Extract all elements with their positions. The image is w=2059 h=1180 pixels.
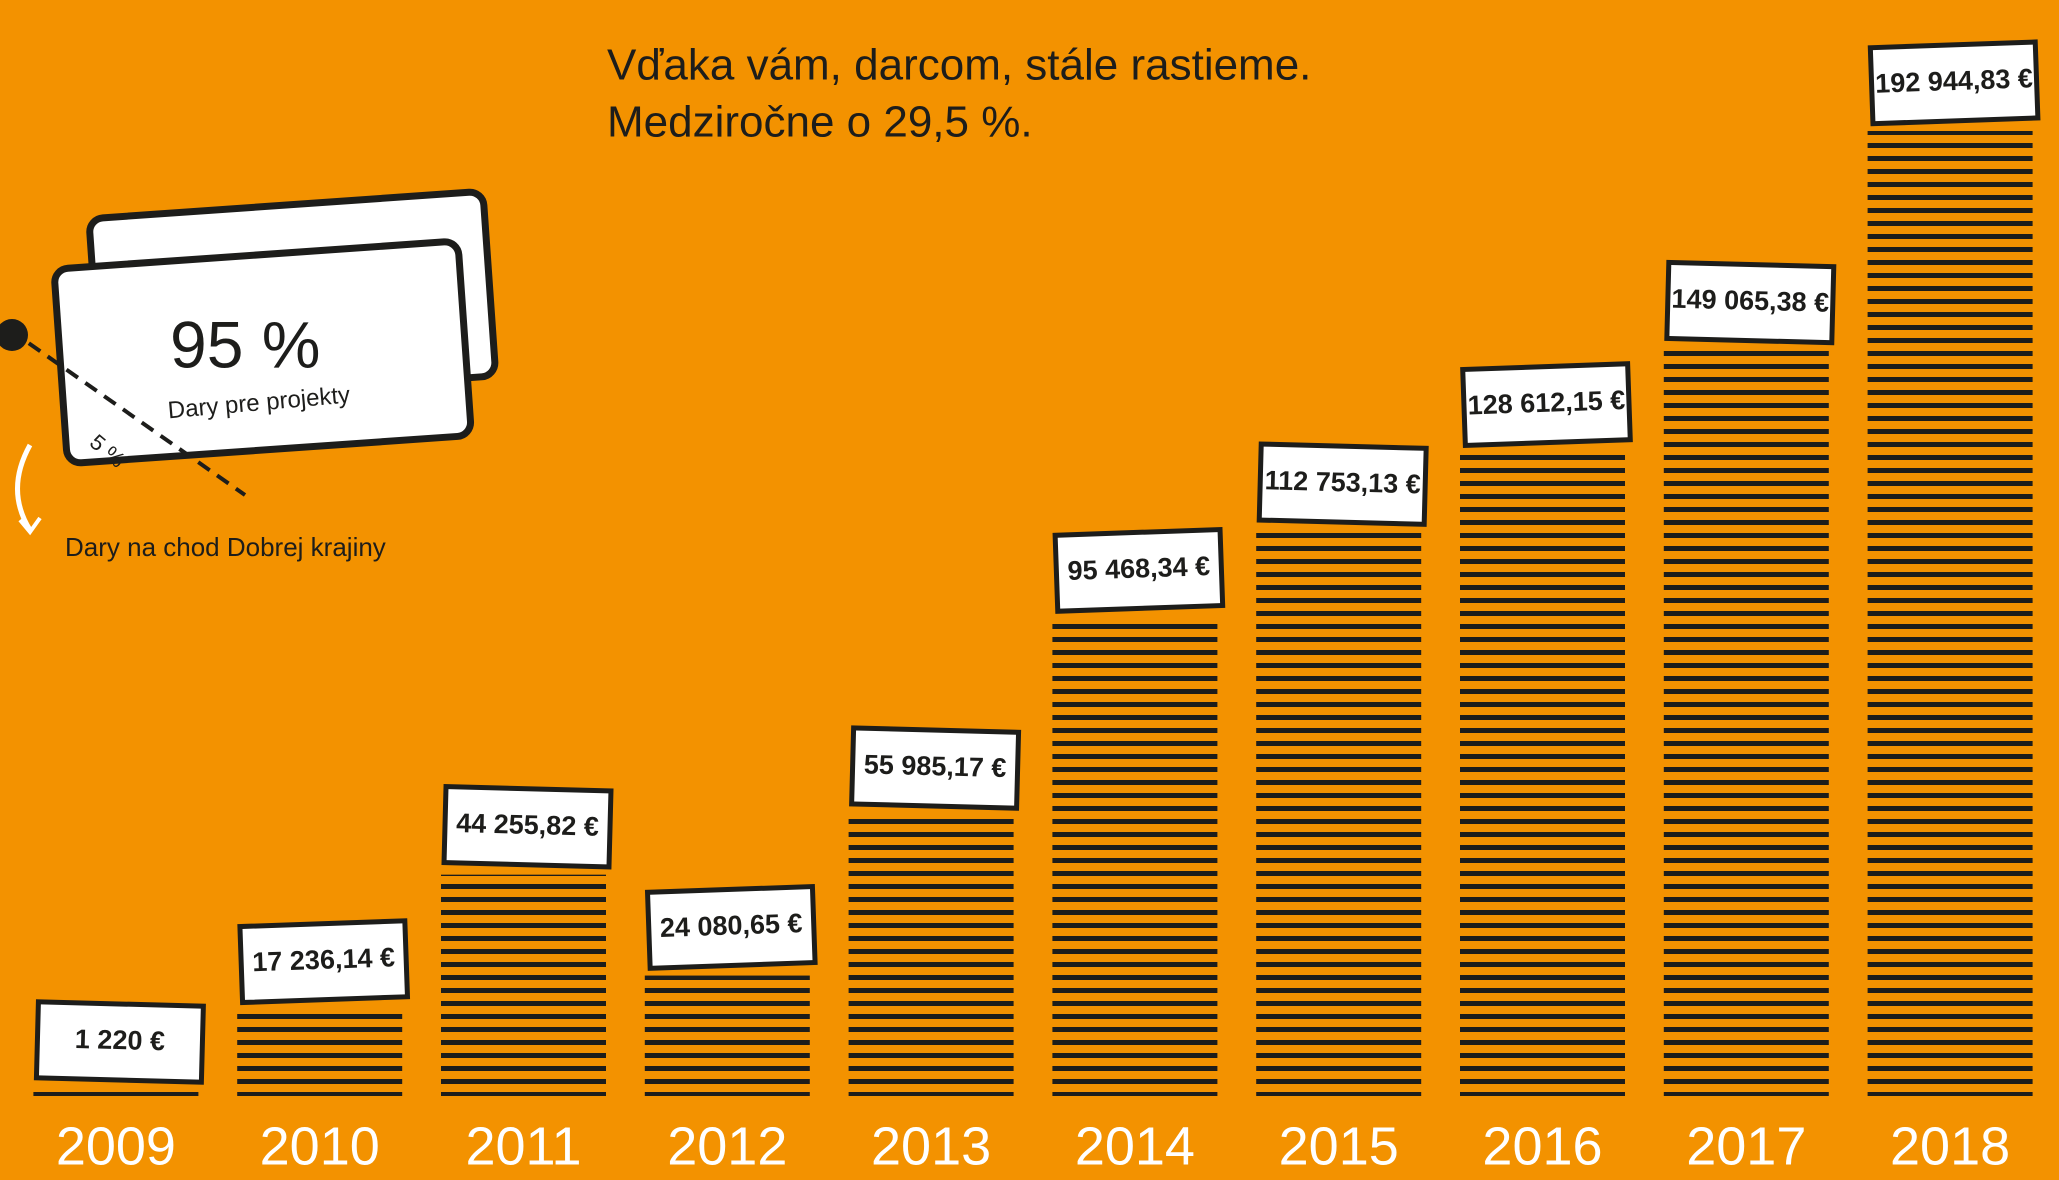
value-label-box: 149 065,38 € — [1667, 262, 1834, 342]
bar — [33, 1090, 198, 1096]
share-operations-label: Dary na chod Dobrej krajiny — [65, 532, 386, 562]
value-label: 55 985,17 € — [863, 749, 1006, 783]
x-tick-label: 2015 — [1279, 1116, 1399, 1176]
bar — [441, 875, 606, 1096]
bar — [849, 816, 1014, 1096]
value-label: 128 612,15 € — [1467, 385, 1626, 420]
x-tick-label: 2013 — [871, 1116, 991, 1176]
x-tick-label: 2009 — [56, 1116, 176, 1176]
value-label-box: 1 220 € — [36, 1002, 203, 1082]
x-tick-label: 2018 — [1890, 1116, 2010, 1176]
value-label: 24 080,65 € — [659, 908, 803, 943]
value-label: 44 255,82 € — [456, 808, 599, 842]
share-projects: 95 % — [170, 307, 320, 381]
x-tick-label: 2014 — [1075, 1116, 1195, 1176]
bar — [1460, 453, 1625, 1096]
bar — [645, 976, 810, 1096]
value-label-box: 24 080,65 € — [648, 887, 816, 969]
value-label-box: 128 612,15 € — [1463, 364, 1631, 446]
x-tick-label: 2016 — [1482, 1116, 1602, 1176]
value-label: 95 468,34 € — [1067, 551, 1211, 586]
chart: Vďaka vám, darcom, stále rastieme. Medzi… — [0, 0, 2059, 1180]
x-tick-label: 2010 — [260, 1116, 380, 1176]
value-label-box: 44 255,82 € — [444, 787, 611, 867]
x-tick-label: 2012 — [667, 1116, 787, 1176]
value-label: 17 236,14 € — [252, 942, 396, 977]
x-tick-label: 2011 — [465, 1116, 581, 1176]
value-label: 112 753,13 € — [1264, 465, 1421, 499]
bar — [1052, 619, 1217, 1096]
value-label-box: 55 985,17 € — [852, 728, 1019, 808]
value-label: 192 944,83 € — [1875, 63, 2034, 98]
bar — [1664, 350, 1829, 1096]
value-label: 1 220 € — [75, 1024, 166, 1056]
value-label-box: 112 753,13 € — [1259, 444, 1426, 524]
bar — [237, 1010, 402, 1096]
bar — [1256, 532, 1421, 1096]
value-label-box: 95 468,34 € — [1055, 530, 1223, 612]
x-tick-label: 2017 — [1686, 1116, 1806, 1176]
value-label-box: 192 944,83 € — [1870, 42, 2038, 124]
value-label: 149 065,38 € — [1671, 284, 1829, 318]
value-label-box: 17 236,14 € — [240, 921, 408, 1003]
chart-title: Vďaka vám, darcom, stále rastieme. — [607, 41, 1311, 90]
chart-subtitle: Medziročne o 29,5 %. — [607, 98, 1033, 147]
bar — [1868, 131, 2033, 1096]
